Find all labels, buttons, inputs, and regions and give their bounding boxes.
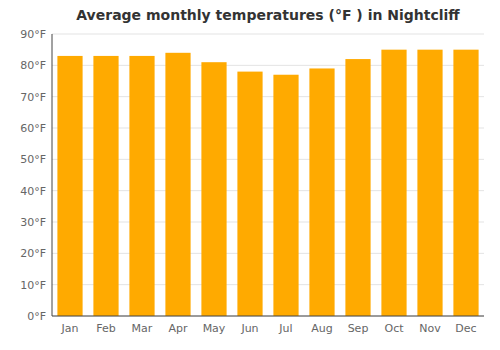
x-axis: Jan Feb Mar Apr May Jun Jul Aug Sep Oct Nov Dec <box>61 322 477 335</box>
bar <box>309 68 334 316</box>
y-tick-label: 0°F <box>27 310 46 323</box>
bar <box>129 56 154 316</box>
y-tick-label: 40°F <box>20 185 46 198</box>
bar <box>201 62 226 316</box>
x-tick-label: May <box>203 322 226 335</box>
x-tick-label: Apr <box>168 322 188 335</box>
bar <box>453 50 478 316</box>
y-axis-line <box>52 34 53 316</box>
bar <box>381 50 406 316</box>
y-tick-label: 10°F <box>20 279 46 292</box>
x-tick-label: Sep <box>348 322 369 335</box>
bar <box>57 56 82 316</box>
x-tick-label: Mar <box>132 322 153 335</box>
grid-line <box>52 34 484 35</box>
bar <box>273 75 298 316</box>
x-tick-label: Jun <box>240 322 258 335</box>
y-tick-label: 70°F <box>20 91 46 104</box>
x-tick-label: Aug <box>311 322 332 335</box>
y-tick-label: 50°F <box>20 153 46 166</box>
chart: Average monthly temperatures (°F ) in Ni… <box>0 0 500 350</box>
x-tick-label: Oct <box>384 322 404 335</box>
x-tick-label: Jul <box>278 322 292 335</box>
y-tick-label: 60°F <box>20 122 46 135</box>
x-axis-line <box>52 316 484 317</box>
x-tick-label: Jan <box>61 322 79 335</box>
y-tick-label: 80°F <box>20 59 46 72</box>
bar <box>237 72 262 316</box>
title: Average monthly temperatures (°F ) in Ni… <box>76 7 460 23</box>
y-axis: 0°F 10°F 20°F 30°F 40°F 50°F 60°F 70°F 80°F 90°F <box>20 28 484 323</box>
bars <box>57 50 478 316</box>
x-tick-label: Nov <box>419 322 441 335</box>
bar <box>165 53 190 316</box>
y-tick-label: 90°F <box>20 28 46 41</box>
bar <box>93 56 118 316</box>
bar <box>345 59 370 316</box>
y-tick-label: 30°F <box>20 216 46 229</box>
x-tick-label: Feb <box>96 322 115 335</box>
x-tick-label: Dec <box>455 322 476 335</box>
bar <box>417 50 442 316</box>
grid-line <box>52 316 484 317</box>
y-tick-label: 20°F <box>20 247 46 260</box>
chart-container: Average monthly temperatures (°F ) in Ni… <box>0 0 500 350</box>
